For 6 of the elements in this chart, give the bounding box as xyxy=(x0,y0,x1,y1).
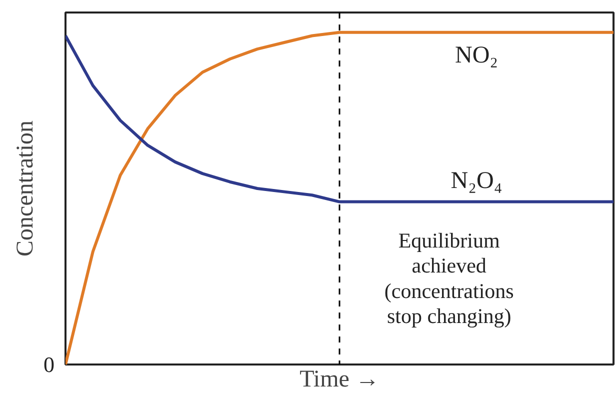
x-axis-title: Time → xyxy=(300,366,380,392)
series-label: N₂O₄ xyxy=(450,168,502,194)
annotation: Equilibrium achieved (concentrations stop changing) xyxy=(384,228,514,328)
text: 0 xyxy=(44,352,54,377)
series-label: NO₂ xyxy=(454,42,498,68)
y-axis-title: Concentration xyxy=(12,120,38,256)
